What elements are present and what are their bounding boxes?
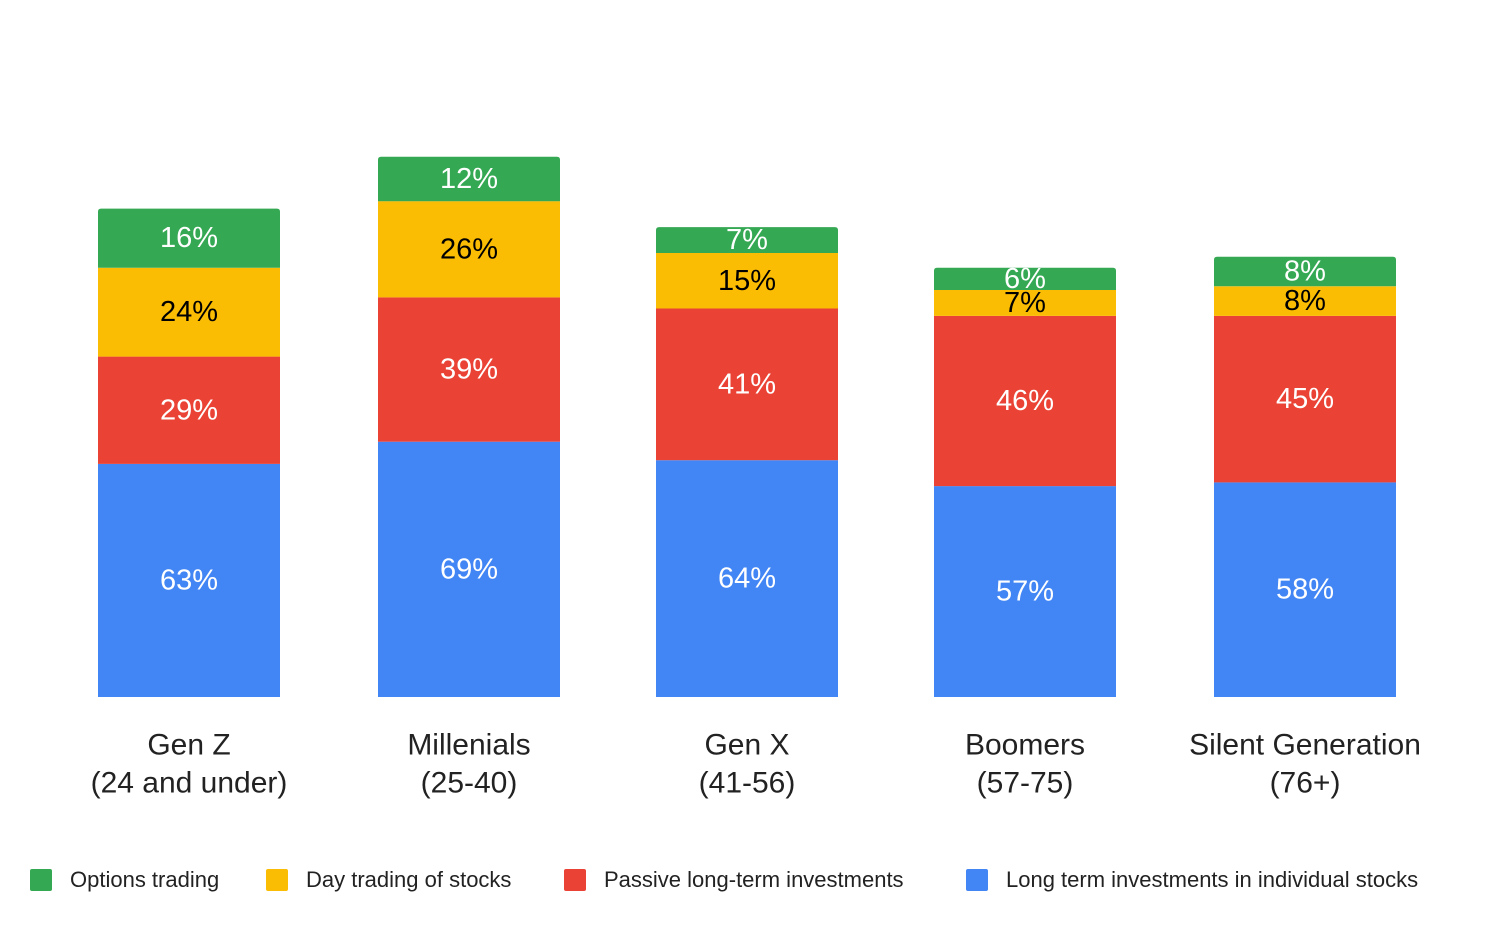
legend-item-passive-investments: Passive long-term investments	[564, 862, 904, 898]
legend-item-individual-stocks: Long term investments in individual stoc…	[966, 862, 1418, 898]
legend-swatch	[564, 869, 586, 891]
data-label: 29%	[160, 394, 218, 426]
data-label: 8%	[1284, 285, 1326, 317]
category-label: Gen Z	[147, 729, 230, 762]
bar-segment	[934, 486, 1116, 697]
bar-segment	[656, 253, 838, 309]
bar-segment	[934, 290, 1116, 316]
stacked-bar-chart: 63% 29% 24% 16% Gen Z (24 and under) 69% 39% 26%…	[91, 156, 1421, 800]
bar-segment	[1214, 482, 1396, 697]
legend-label: Day trading of stocks	[306, 867, 512, 892]
bar-segment	[1214, 315, 1396, 483]
bar-segment	[1214, 286, 1396, 316]
data-label: 46%	[996, 385, 1054, 417]
bar-segment	[378, 156, 560, 202]
legend-label: Options trading	[70, 867, 220, 892]
data-label: 15%	[718, 265, 776, 297]
data-label: 69%	[440, 553, 498, 585]
category-label: (24 and under)	[91, 767, 288, 800]
bar-segment	[98, 267, 280, 357]
bar-segment	[378, 297, 560, 442]
data-label: 16%	[160, 222, 218, 254]
data-label: 7%	[726, 224, 768, 256]
bar-segment	[98, 208, 280, 268]
legend-swatch	[266, 869, 288, 891]
data-label: 57%	[996, 576, 1054, 608]
bar-segment	[378, 201, 560, 298]
category-label: (76+)	[1270, 767, 1341, 800]
bar-segment	[656, 308, 838, 461]
legend-label: Long term investments in individual stoc…	[1006, 867, 1419, 892]
bar-segment	[378, 441, 560, 697]
data-label: 39%	[440, 354, 498, 386]
bar-segment	[1214, 256, 1396, 287]
legend-label: Passive long-term investments	[604, 867, 904, 892]
data-label: 24%	[160, 296, 218, 328]
bar-segment	[98, 463, 280, 697]
bar-segment	[934, 315, 1116, 487]
bar-segment	[98, 356, 280, 464]
data-label: 41%	[718, 368, 776, 400]
category-label: Boomers	[965, 729, 1085, 762]
category-label: Gen X	[704, 729, 789, 762]
data-label: 63%	[160, 564, 218, 596]
data-label: 45%	[1276, 383, 1334, 415]
category-label: Silent Generation	[1189, 729, 1421, 762]
data-label: 12%	[440, 163, 498, 195]
legend-swatch	[30, 869, 52, 891]
legend-swatch	[966, 869, 988, 891]
data-label: 58%	[1276, 574, 1334, 606]
chart-legend: Options trading Day trading of stocks Pa…	[0, 862, 1492, 902]
legend-item-options-trading: Options trading	[30, 862, 219, 898]
category-label: (25-40)	[421, 767, 518, 800]
data-label: 7%	[1004, 287, 1046, 319]
data-label: 6%	[1004, 263, 1046, 295]
bar-segment	[656, 227, 838, 253]
legend-item-day-trading: Day trading of stocks	[266, 862, 511, 898]
bar-segment	[934, 267, 1116, 290]
category-label: (57-75)	[977, 767, 1074, 800]
category-label: (41-56)	[699, 767, 796, 800]
category-label: Millenials	[407, 729, 530, 762]
bar-segment	[656, 460, 838, 697]
data-label: 8%	[1284, 256, 1326, 288]
data-label: 64%	[718, 563, 776, 595]
data-label: 26%	[440, 233, 498, 265]
